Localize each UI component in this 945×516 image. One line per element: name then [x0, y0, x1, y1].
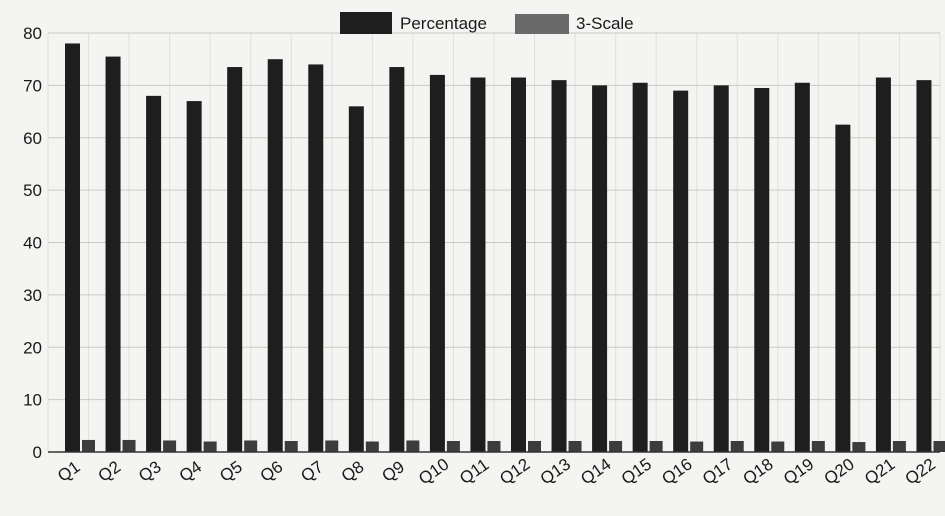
bar-3-scale-q19 [811, 441, 825, 452]
x-tick-label: Q19 [780, 454, 817, 488]
bar-percentage-q16 [673, 90, 689, 453]
bar-percentage-q7 [308, 64, 324, 453]
x-tick-label: Q7 [297, 457, 326, 486]
bar-percentage-q9 [389, 67, 405, 452]
bars [65, 43, 945, 453]
bar-percentage-q12 [511, 77, 526, 453]
x-tick-label: Q3 [135, 457, 164, 486]
bar-percentage-q18 [754, 87, 770, 453]
bar-3-scale-q10 [446, 441, 460, 452]
x-tick-label: Q12 [496, 454, 533, 488]
x-tick-label: Q21 [861, 454, 898, 488]
y-tick-label: 60 [23, 129, 42, 148]
x-tick-label: Q15 [618, 454, 655, 488]
bar-3-scale-q21 [892, 441, 906, 452]
bar-percentage-q8 [348, 106, 364, 452]
legend-label-3-scale: 3-Scale [576, 14, 634, 33]
x-tick-label: Q2 [95, 457, 124, 486]
bar-percentage-q3 [146, 95, 162, 452]
x-tick-label: Q6 [257, 457, 286, 486]
bar-percentage-q1 [65, 43, 80, 452]
bar-3-scale-q15 [649, 441, 663, 452]
y-tick-label: 0 [33, 443, 42, 462]
legend: Percentage 3-Scale [340, 12, 634, 34]
bar-percentage-q10 [429, 74, 445, 453]
bar-3-scale-q1 [82, 439, 95, 452]
bar-3-scale-q14 [609, 441, 623, 452]
y-tick-label: 70 [23, 76, 42, 95]
x-tick-label: Q11 [456, 455, 492, 488]
y-tick-label: 30 [23, 286, 42, 305]
bar-percentage-q13 [551, 80, 567, 452]
bar-percentage-q17 [713, 85, 729, 452]
y-axis-tick-labels: 0 10 20 30 40 50 60 70 80 [23, 24, 42, 462]
bar-3-scale-q2 [122, 439, 136, 452]
x-tick-label: Q4 [176, 457, 205, 486]
x-tick-label: Q1 [54, 457, 83, 486]
bar-percentage-q5 [227, 67, 243, 452]
bar-3-scale-q4 [203, 441, 217, 452]
x-tick-label: Q20 [821, 454, 858, 488]
bar-percentage-q14 [592, 85, 608, 452]
bar-3-scale-q16 [690, 441, 704, 452]
legend-swatch-3-scale [515, 14, 569, 34]
x-tick-label: Q17 [699, 454, 736, 488]
x-tick-label: Q16 [658, 454, 695, 488]
x-tick-label: Q22 [902, 454, 939, 488]
bar-percentage-q22 [916, 80, 932, 452]
bar-3-scale-q8 [365, 441, 379, 452]
legend-label-percentage: Percentage [400, 14, 487, 33]
bar-3-scale-q17 [730, 441, 744, 452]
bar-3-scale-q5 [244, 440, 258, 452]
bar-percentage-q21 [875, 77, 891, 453]
bar-3-scale-q18 [771, 441, 785, 452]
bar-3-scale-q20 [852, 442, 866, 452]
x-tick-label: Q8 [338, 457, 367, 486]
bar-3-scale-q6 [284, 441, 298, 452]
bar-3-scale-q11 [487, 441, 501, 452]
bar-percentage-q20 [835, 124, 851, 452]
bar-percentage-q2 [105, 56, 121, 452]
bar-3-scale-q12 [528, 441, 541, 452]
y-tick-label: 80 [23, 24, 42, 43]
x-tick-label: Q9 [378, 457, 407, 486]
x-tick-label: Q14 [577, 454, 614, 488]
x-tick-label: Q18 [740, 454, 777, 488]
bar-percentage-q15 [632, 82, 648, 452]
bar-percentage-q19 [794, 82, 810, 452]
y-tick-label: 40 [23, 234, 42, 253]
bar-3-scale-q7 [325, 440, 339, 452]
x-tick-label: Q13 [537, 454, 574, 488]
bar-3-scale-q9 [406, 440, 420, 452]
x-tick-label: Q10 [415, 454, 452, 488]
bar-percentage-q6 [267, 59, 283, 452]
y-tick-label: 10 [23, 391, 42, 410]
bar-3-scale-q3 [163, 440, 177, 452]
y-tick-label: 50 [23, 181, 42, 200]
x-axis-tick-labels: Q1 Q2 Q3 Q4 Q5 Q6 Q7 Q8 Q9 Q10 Q11 Q12 Q13 Q14 Q15 Q16 Q… [54, 454, 939, 488]
x-tick-label: Q5 [216, 457, 245, 486]
bar-percentage-q11 [470, 77, 486, 453]
bar-3-scale-q13 [568, 441, 582, 452]
legend-swatch-percentage [340, 12, 392, 34]
y-tick-label: 20 [23, 338, 42, 357]
bar-3-scale-q22 [933, 441, 945, 452]
bar-percentage-q4 [186, 101, 202, 453]
